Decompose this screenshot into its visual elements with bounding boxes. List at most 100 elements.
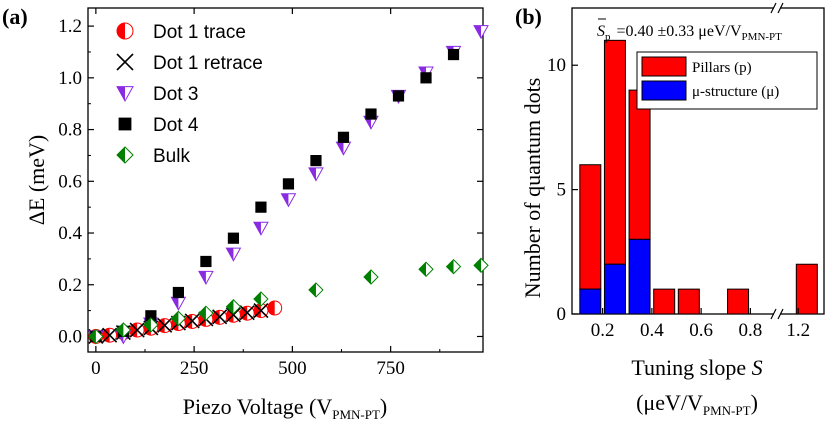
data-point-fill	[198, 306, 206, 321]
data-point-fill	[281, 193, 289, 207]
data-point	[473, 25, 489, 40]
data-point-fill	[308, 282, 316, 297]
data-point	[157, 317, 173, 333]
data-point-fill	[143, 317, 151, 332]
panel-b-y-tick-label: 5	[557, 180, 567, 201]
data-point-fill	[198, 271, 206, 284]
data-point-stroke2	[253, 303, 269, 319]
panel-a-y-tick-label: 0.8	[58, 120, 82, 141]
legend-marker	[116, 86, 134, 103]
panel-b-annotation-sub: p	[605, 31, 611, 43]
panel-a-x-axis-label: Piezo Voltage (VPMN-PT)	[183, 394, 388, 422]
data-point-fill	[130, 323, 138, 338]
data-point-fill	[240, 306, 248, 321]
panel-b-y-tick-label: 0	[557, 304, 567, 325]
panel-b-annotation-text: =0.40 ±0.33 μeV/V	[617, 23, 742, 40]
data-point	[308, 282, 324, 298]
data-point	[115, 322, 132, 338]
data-point	[225, 299, 242, 315]
legend-marker	[116, 146, 134, 164]
panel-b-x-axis-unit-end: )	[751, 390, 758, 415]
data-point-stroke2	[225, 307, 241, 323]
bar-pillars	[653, 288, 676, 315]
data-point-stroke2	[129, 322, 145, 338]
data-point-fill	[363, 269, 371, 284]
data-point	[420, 72, 432, 84]
data-point-fill	[446, 259, 454, 274]
panel-b-axis-break	[770, 2, 784, 320]
panel-b-ticks: 0.2 0.4 0.6 0.8 1.2 0 5 10	[547, 55, 810, 341]
legend-marker-fill	[117, 23, 125, 39]
panel-b-x-tick-label: 1.2	[786, 320, 810, 341]
data-point-fill	[102, 328, 110, 343]
data-point-fill	[226, 299, 234, 314]
legend-marker-fill	[117, 147, 125, 163]
data-point-fill	[419, 262, 427, 277]
panel-b-bars	[579, 39, 818, 315]
panel-a-plot-frame	[87, 7, 484, 353]
data-point	[308, 167, 324, 182]
data-point	[198, 305, 214, 321]
data-point-fill	[253, 222, 261, 235]
panel-b-x-tick-label: 0.2	[591, 320, 615, 341]
panel-a-x-axis-label-main: Piezo Voltage (V	[183, 394, 333, 419]
data-point-stroke2	[102, 327, 118, 343]
bar-pillars	[603, 39, 626, 265]
data-point-fill	[226, 248, 234, 261]
panel-b-annotation: Sp =0.40 ±0.33 μeV/VPMN-PT	[597, 23, 782, 43]
legend-swatch	[641, 56, 687, 77]
data-point	[335, 141, 352, 156]
data-point-fill	[171, 311, 179, 326]
axis-break-slash	[770, 308, 777, 320]
series-dot-4	[90, 48, 460, 343]
data-point	[253, 291, 269, 307]
axis-break-slash	[770, 2, 777, 14]
legend-marker-fill	[117, 86, 125, 101]
data-point-fill	[474, 258, 482, 273]
panel-b-x-tick-label: 0.6	[689, 320, 713, 341]
data-point	[392, 90, 405, 102]
data-point-fill	[308, 167, 316, 181]
data-point-stroke2	[157, 317, 173, 333]
panel-b-x-axis-label: Tuning slope S	[631, 355, 762, 380]
panel-a-x-tick-label: 500	[278, 358, 307, 379]
data-point-stroke2	[212, 309, 228, 325]
panel-b-annotation-text-sub: PMN-PT	[742, 31, 783, 43]
panel-b-label: (b)	[515, 4, 542, 29]
bar-pillars	[727, 288, 750, 315]
data-point	[225, 307, 241, 323]
data-point	[280, 193, 297, 208]
data-point-fill	[474, 25, 482, 39]
data-point	[227, 232, 240, 244]
data-point	[198, 270, 214, 286]
panel-a-label: (a)	[2, 4, 28, 29]
legend-label: Dot 4	[153, 115, 199, 136]
axis-break-gap	[774, 309, 780, 319]
data-point	[170, 296, 187, 311]
legend-label: Dot 1 trace	[153, 22, 246, 43]
panel-a: (a) 0 250 500 750 0.0 0.2 0.4 0.6 0.8 1.0 1.2 Dot …	[2, 4, 489, 422]
data-point	[418, 261, 434, 277]
panel-b-y-axis-label: Number of quantum dots	[520, 78, 545, 299]
panel-a-x-axis-label-sub: PMN-PT	[332, 407, 380, 422]
data-point-fill	[253, 303, 261, 318]
bar-micro-structure	[603, 263, 626, 315]
data-point	[184, 313, 200, 329]
panel-b-x-tick-label: 0.4	[640, 320, 664, 341]
data-point	[102, 327, 118, 343]
bar-pillars	[628, 89, 651, 240]
panel-a-y-axis-label: ΔE (meV)	[24, 135, 49, 226]
panel-a-legend: Dot 1 trace Dot 1 retrace Dot 3 Dot 4 Bulk	[116, 22, 263, 167]
data-point-fill	[253, 291, 261, 306]
data-point	[267, 300, 283, 316]
panel-b-x-axis-unit: (μeV/VPMN-PT)	[636, 390, 758, 418]
legend-marker	[116, 22, 134, 40]
panel-a-x-tick-label: 250	[180, 358, 209, 379]
data-point	[225, 247, 242, 262]
legend-swatch	[641, 80, 687, 101]
data-point	[447, 48, 460, 61]
data-point	[129, 322, 145, 338]
legend-marker	[118, 117, 132, 131]
data-point-fill	[171, 297, 179, 310]
